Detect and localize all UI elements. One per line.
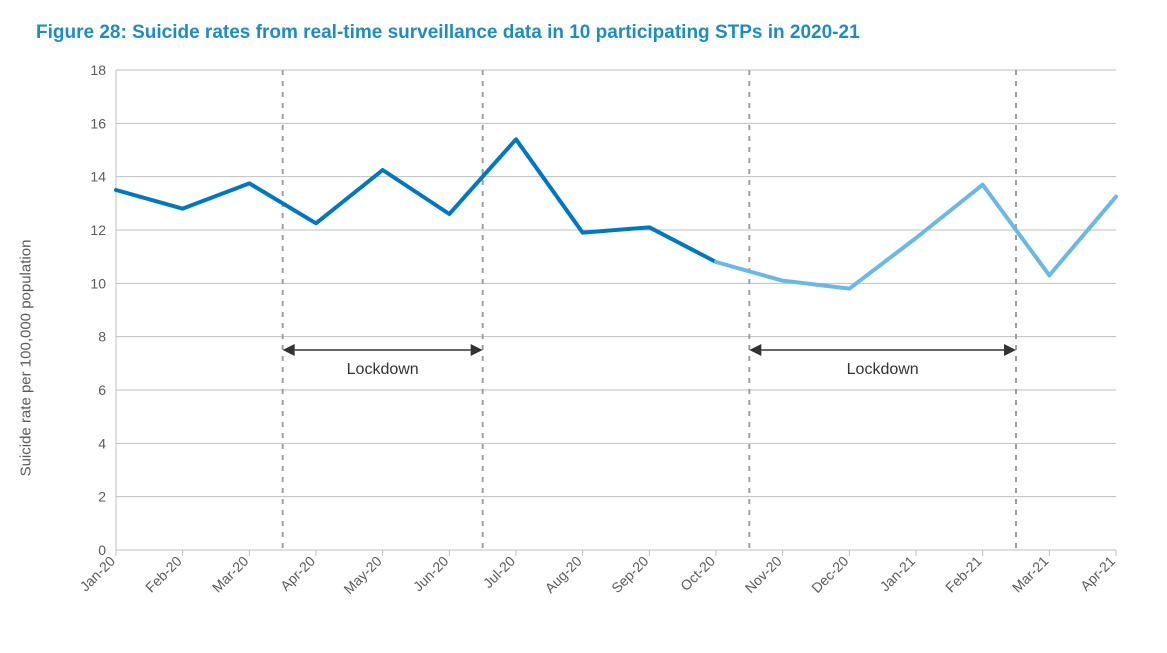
y-tick-label: 12 — [90, 222, 106, 238]
x-tick-label: Apr-21 — [1077, 553, 1118, 594]
x-tick-label: Nov-20 — [742, 553, 785, 596]
y-tick-label: 16 — [90, 115, 106, 131]
x-tick-label: Sep-20 — [608, 553, 651, 596]
arrowhead-left-icon — [283, 344, 295, 356]
x-tick-label: Aug-20 — [542, 553, 585, 596]
y-tick-label: 10 — [90, 275, 106, 291]
x-tick-label: Feb-21 — [942, 553, 985, 596]
y-tick-label: 2 — [98, 489, 106, 505]
x-tick-label: Dec-20 — [808, 553, 851, 596]
x-tick-label: Feb-20 — [142, 553, 185, 596]
y-tick-label: 4 — [98, 435, 106, 451]
annotation-label: Lockdown — [847, 361, 919, 378]
arrowhead-right-icon — [471, 344, 483, 356]
y-tick-label: 6 — [98, 382, 106, 398]
x-tick-label: Jan-21 — [877, 553, 919, 595]
x-tick-label: Jul-20 — [480, 553, 518, 591]
x-tick-label: Mar-20 — [209, 553, 252, 596]
x-tick-label: Jun-20 — [410, 553, 452, 595]
y-tick-label: 18 — [90, 62, 106, 78]
y-tick-label: 14 — [90, 169, 106, 185]
figure-title: Figure 28: Suicide rates from real-time … — [36, 22, 860, 44]
y-axis-label: Suicide rate per 100,000 population — [18, 240, 35, 477]
x-tick-label: May-20 — [340, 553, 384, 597]
arrowhead-left-icon — [749, 344, 761, 356]
annotation-label: Lockdown — [347, 361, 419, 378]
chart-area: Suicide rate per 100,000 population 0246… — [36, 58, 1136, 638]
series-confirmed — [116, 139, 716, 262]
arrowhead-right-icon — [1004, 344, 1016, 356]
series-provisional — [716, 185, 1116, 289]
y-tick-label: 8 — [98, 329, 106, 345]
x-tick-label: Oct-20 — [677, 553, 718, 594]
x-tick-label: Mar-21 — [1009, 553, 1052, 596]
x-tick-label: Apr-20 — [277, 553, 318, 594]
x-tick-label: Jan-20 — [77, 553, 119, 595]
figure: Figure 28: Suicide rates from real-time … — [0, 0, 1167, 653]
line-chart: 024681012141618Jan-20Feb-20Mar-20Apr-20M… — [36, 58, 1136, 638]
